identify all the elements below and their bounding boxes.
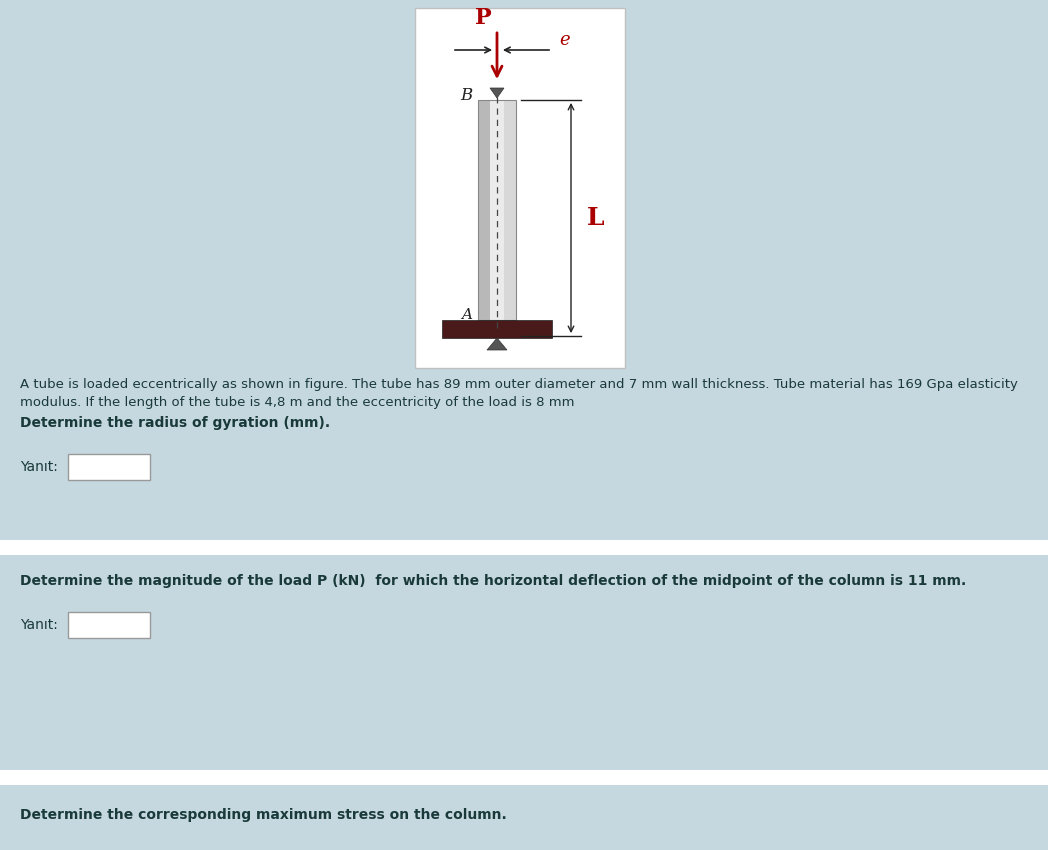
Polygon shape <box>487 338 507 350</box>
Bar <box>490 100 504 320</box>
Text: Yanıt:: Yanıt: <box>20 460 58 474</box>
Text: modulus. If the length of the tube is 4,8 m and the eccentricity of the load is : modulus. If the length of the tube is 4,… <box>20 396 574 409</box>
Bar <box>442 320 552 338</box>
Bar <box>68 612 150 638</box>
Bar <box>415 8 625 368</box>
Bar <box>0 0 1048 540</box>
Text: Yanıt:: Yanıt: <box>20 618 58 632</box>
Bar <box>478 100 516 320</box>
Text: L: L <box>587 206 605 230</box>
Text: A: A <box>461 308 472 322</box>
Text: B: B <box>460 87 472 104</box>
Bar <box>0 785 1048 850</box>
Bar <box>497 100 516 320</box>
Bar <box>0 540 1048 555</box>
Text: A tube is loaded eccentrically as shown in figure. The tube has 89 mm outer diam: A tube is loaded eccentrically as shown … <box>20 378 1018 391</box>
Text: Determine the magnitude of the load P (kN)  for which the horizontal deflection : Determine the magnitude of the load P (k… <box>20 574 966 588</box>
Text: Determine the corresponding maximum stress on the column.: Determine the corresponding maximum stre… <box>20 808 507 822</box>
Bar <box>0 555 1048 770</box>
Bar <box>68 454 150 480</box>
Text: Determine the radius of gyration (mm).: Determine the radius of gyration (mm). <box>20 416 330 430</box>
Bar <box>0 770 1048 785</box>
Bar <box>478 100 497 320</box>
Text: P: P <box>475 7 492 29</box>
Text: e: e <box>560 31 570 49</box>
Polygon shape <box>490 88 504 98</box>
